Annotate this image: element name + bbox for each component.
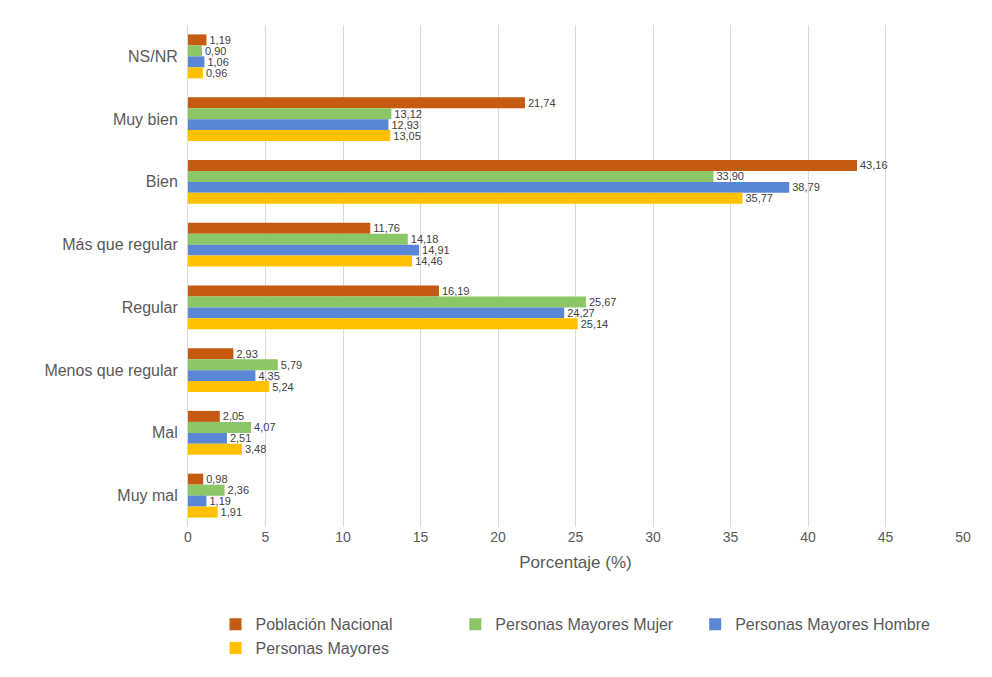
svg-text:4,35: 4,35	[258, 370, 279, 382]
svg-text:2,51: 2,51	[230, 432, 251, 444]
svg-text:Porcentaje (%): Porcentaje (%)	[519, 553, 631, 572]
svg-text:1,19: 1,19	[209, 495, 230, 507]
svg-text:0,96: 0,96	[206, 67, 227, 79]
svg-text:35: 35	[723, 529, 739, 545]
svg-text:11,76: 11,76	[373, 222, 400, 234]
svg-text:25,14: 25,14	[581, 318, 609, 330]
svg-text:Bien: Bien	[146, 173, 178, 190]
svg-text:20: 20	[490, 529, 506, 545]
svg-text:25,67: 25,67	[589, 296, 617, 308]
svg-text:4,07: 4,07	[254, 421, 275, 433]
svg-text:15: 15	[413, 529, 429, 545]
svg-text:Personas Mayores Hombre: Personas Mayores Hombre	[735, 616, 930, 633]
svg-text:2,93: 2,93	[236, 348, 257, 360]
svg-text:1,06: 1,06	[207, 56, 228, 68]
svg-text:2,05: 2,05	[223, 410, 244, 422]
svg-text:50: 50	[955, 529, 971, 545]
svg-text:NS/NR: NS/NR	[128, 48, 178, 65]
svg-text:2,36: 2,36	[228, 484, 249, 496]
svg-text:1,91: 1,91	[221, 506, 242, 518]
svg-text:14,91: 14,91	[422, 244, 450, 256]
svg-text:Muy bien: Muy bien	[113, 111, 178, 128]
svg-text:14,18: 14,18	[411, 233, 439, 245]
svg-text:14,46: 14,46	[415, 255, 443, 267]
svg-text:0: 0	[184, 529, 192, 545]
svg-text:Personas Mayores Mujer: Personas Mayores Mujer	[495, 616, 674, 633]
svg-text:Regular: Regular	[122, 299, 179, 316]
svg-text:13,05: 13,05	[393, 130, 421, 142]
svg-text:38,79: 38,79	[792, 181, 820, 193]
svg-text:5: 5	[262, 529, 270, 545]
svg-text:Muy mal: Muy mal	[117, 487, 177, 504]
svg-text:30: 30	[645, 529, 661, 545]
svg-text:Población Nacional: Población Nacional	[256, 616, 393, 633]
svg-text:1,19: 1,19	[209, 34, 230, 46]
svg-text:45: 45	[878, 529, 894, 545]
svg-text:3,48: 3,48	[245, 443, 266, 455]
svg-text:24,27: 24,27	[567, 307, 595, 319]
svg-text:0,90: 0,90	[205, 45, 226, 57]
svg-text:13,12: 13,12	[394, 108, 422, 120]
svg-text:Menos que regular: Menos que regular	[44, 362, 178, 379]
svg-text:21,74: 21,74	[528, 97, 556, 109]
svg-text:33,90: 33,90	[716, 170, 744, 182]
svg-text:10: 10	[335, 529, 351, 545]
svg-text:43,16: 43,16	[860, 159, 888, 171]
svg-text:40: 40	[800, 529, 816, 545]
svg-text:5,79: 5,79	[281, 359, 302, 371]
svg-text:Personas Mayores: Personas Mayores	[256, 640, 389, 657]
svg-text:25: 25	[568, 529, 584, 545]
svg-text:16,19: 16,19	[442, 285, 470, 297]
svg-text:35,77: 35,77	[745, 192, 773, 204]
svg-text:0,98: 0,98	[206, 473, 227, 485]
svg-text:Mal: Mal	[152, 424, 178, 441]
svg-text:Más que regular: Más que regular	[62, 236, 178, 253]
svg-text:12,93: 12,93	[391, 119, 419, 131]
svg-text:5,24: 5,24	[272, 381, 293, 393]
